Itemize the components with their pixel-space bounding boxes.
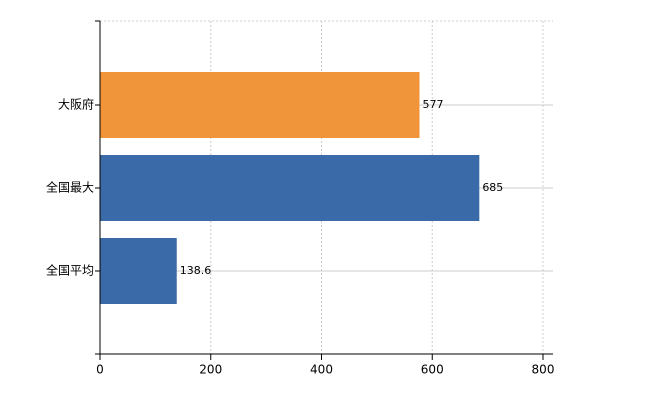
x-tick-label: 400 [310,363,333,377]
value-label: 138.6 [180,264,212,277]
y-tick-label: 全国最大 [46,180,94,195]
x-tick-label: 0 [96,363,104,377]
bar [100,238,177,304]
x-tick-label: 800 [532,363,555,377]
value-label: 577 [423,98,444,111]
bar [100,155,480,221]
x-tick-label: 200 [199,363,222,377]
y-tick-label: 全国平均 [46,263,94,278]
y-tick-label: 大阪府 [58,97,94,112]
bar [100,72,420,138]
value-label: 685 [482,181,503,194]
x-tick-label: 600 [421,363,444,377]
